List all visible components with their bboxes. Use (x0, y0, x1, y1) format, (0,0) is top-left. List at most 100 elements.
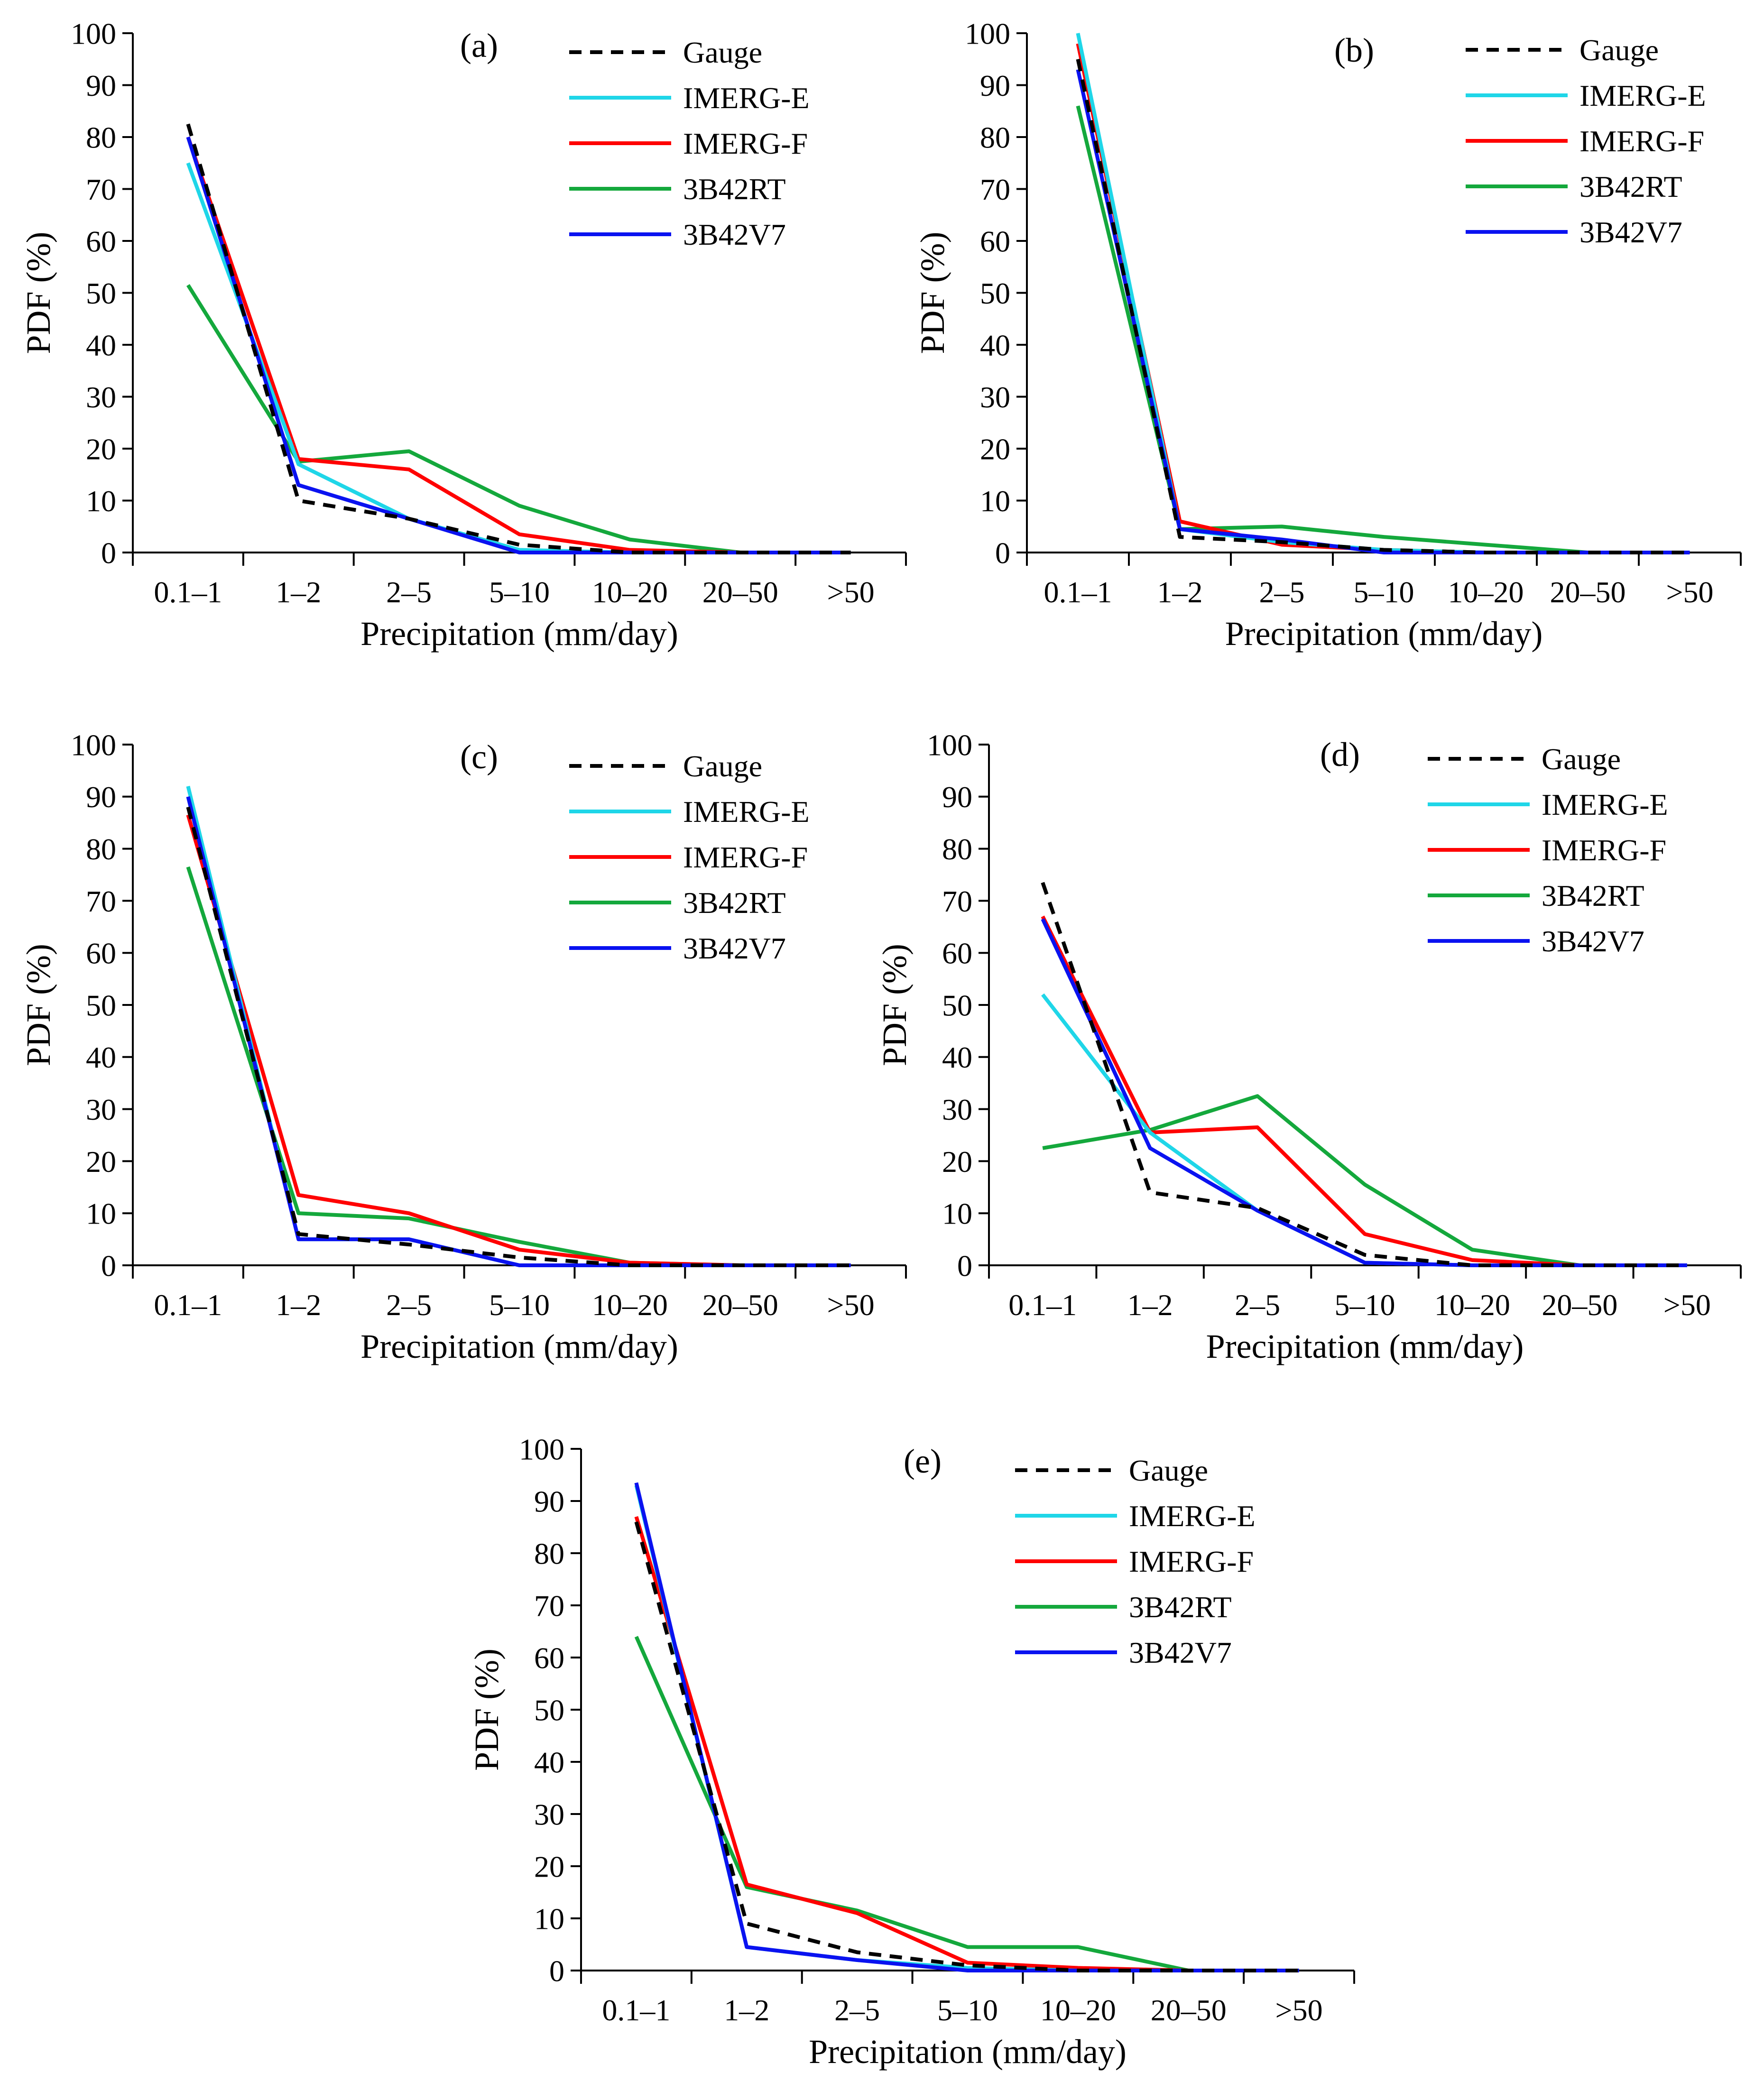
panel-label: (b) (1334, 31, 1374, 69)
x-tick-label: 5–10 (1354, 575, 1414, 609)
legend-label: IMERG-E (1579, 79, 1706, 112)
y-tick-label: 80 (980, 120, 1010, 154)
panel-label: (e) (904, 1442, 942, 1480)
series-line-gauge (1076, 58, 1690, 554)
y-tick-label: 20 (86, 432, 116, 466)
x-axis-label: Precipitation (mm/day) (360, 1327, 678, 1365)
x-tick-label: 20–50 (1151, 1993, 1227, 2027)
legend-label: 3B42V7 (1579, 215, 1682, 249)
chart-panel-a: 0 10 20 30 40 50 60 70 80 90 100 0.1–1 1–2 2–5 5–10 10–… (19, 17, 907, 653)
x-tick-label: 5–10 (1335, 1288, 1395, 1322)
y-tick-label: 50 (86, 988, 116, 1022)
chart-panel-e: 0 10 20 30 40 50 60 70 80 90 100 0.1–1 1–2 2–5 5–10 10–… (468, 1432, 1355, 2071)
legend-label: 3B42RT (1542, 879, 1644, 912)
legend: Gauge IMERG-E IMERG-F 3B42RT 3B42V7 (569, 36, 810, 251)
legend-label: 3B42V7 (683, 218, 786, 251)
y-axis-label: PDF (%) (468, 1649, 506, 1771)
panel-label: (a) (460, 27, 498, 64)
series-line-3b42rt (186, 866, 851, 1267)
legend-label: IMERG-E (1542, 788, 1668, 821)
legend-label: Gauge (1542, 742, 1621, 776)
x-tick-label: 20–50 (702, 575, 778, 609)
x-tick-label: 2–5 (386, 575, 432, 609)
legend-label: 3B42V7 (1542, 924, 1644, 958)
x-tick-label: 2–5 (1259, 575, 1305, 609)
legend-label: IMERG-F (1579, 124, 1704, 158)
y-tick-label: 80 (86, 120, 116, 154)
legend-label: IMERG-F (1542, 833, 1666, 867)
y-tick-label: 60 (980, 224, 1010, 258)
x-tick-label: 1–2 (724, 1993, 769, 2027)
y-tick-label: 0 (957, 1249, 972, 1282)
y-tick-label: 0 (549, 1954, 564, 1988)
y-tick-label: 50 (980, 276, 1010, 310)
y-axis-label: PDF (%) (19, 231, 57, 354)
y-tick-label: 10 (980, 484, 1010, 518)
x-tick-label: >50 (827, 575, 875, 609)
x-tick-label: 1–2 (1127, 1288, 1173, 1322)
y-tick-label: 70 (942, 884, 972, 918)
legend-label: Gauge (683, 36, 762, 69)
legend-label: 3B42V7 (1129, 1636, 1232, 1669)
x-tick-label: >50 (1275, 1993, 1323, 2027)
chart-panel-c: 0 10 20 30 40 50 60 70 80 90 100 0.1–1 1–2 2–5 5–10 10–… (19, 728, 907, 1365)
x-tick-label: >50 (1663, 1288, 1711, 1322)
y-tick-label: 90 (86, 780, 116, 814)
x-tick-label: 10–20 (1434, 1288, 1510, 1322)
x-tick-label: 5–10 (489, 1288, 550, 1322)
y-tick-label: 10 (86, 484, 116, 518)
y-tick-label: 100 (965, 17, 1010, 50)
x-tick-label: 1–2 (276, 1288, 321, 1322)
legend: Gauge IMERG-E IMERG-F 3B42RT 3B42V7 (1015, 1454, 1256, 1669)
series-line-3b42v7 (1041, 918, 1687, 1267)
y-tick-label: 0 (101, 536, 116, 570)
y-tick-label: 70 (980, 173, 1010, 206)
y-tick-label: 10 (534, 1902, 564, 1935)
y-tick-label: 50 (942, 988, 972, 1022)
x-axis-label: Precipitation (mm/day) (1225, 615, 1543, 653)
x-axis-label: Precipitation (mm/day) (360, 615, 678, 653)
chart-panel-d: 0 10 20 30 40 50 60 70 80 90 100 0.1–1 1–2 2–5 5–10 10–… (876, 728, 1742, 1365)
y-tick-label: 100 (71, 17, 116, 50)
legend-label: IMERG-E (1129, 1499, 1256, 1533)
legend-label: 3B42RT (683, 886, 786, 920)
series-line-gauge (1041, 882, 1687, 1267)
panel-label: (d) (1320, 736, 1360, 774)
x-axis-label: Precipitation (mm/day) (809, 2033, 1127, 2071)
y-tick-label: 70 (534, 1589, 564, 1622)
x-tick-label: 10–20 (592, 575, 668, 609)
y-tick-label: 100 (519, 1432, 564, 1466)
y-axis-label: PDF (%) (876, 944, 914, 1066)
legend-label: Gauge (1579, 33, 1659, 67)
y-tick-label: 10 (86, 1197, 116, 1231)
y-tick-label: 90 (534, 1484, 564, 1518)
y-tick-label: 30 (534, 1797, 564, 1831)
y-tick-label: 90 (86, 69, 116, 102)
y-tick-label: 20 (534, 1850, 564, 1883)
y-tick-label: 30 (980, 380, 1010, 414)
y-tick-label: 10 (942, 1197, 972, 1231)
x-axis-label: Precipitation (mm/day) (1206, 1327, 1524, 1365)
legend-label: Gauge (1129, 1454, 1208, 1487)
y-tick-label: 40 (534, 1745, 564, 1779)
x-tick-label: 20–50 (702, 1288, 778, 1322)
x-tick-label: 0.1–1 (1044, 575, 1112, 609)
y-tick-label: 90 (942, 780, 972, 814)
y-tick-label: 70 (86, 884, 116, 918)
series-line-gauge (634, 1521, 1299, 1972)
x-tick-label: 5–10 (489, 575, 550, 609)
legend-label: IMERG-E (683, 81, 810, 115)
y-tick-label: 0 (101, 1249, 116, 1282)
y-tick-label: 60 (534, 1641, 564, 1675)
legend-label: IMERG-F (683, 840, 808, 874)
y-tick-label: 50 (86, 276, 116, 310)
x-tick-label: 2–5 (834, 1993, 880, 2027)
x-tick-label: 0.1–1 (154, 1288, 222, 1322)
legend-label: 3B42RT (1579, 170, 1682, 203)
legend-label: 3B42RT (683, 172, 786, 206)
y-tick-label: 40 (86, 1041, 116, 1074)
y-tick-label: 20 (86, 1145, 116, 1179)
x-tick-label: 0.1–1 (154, 575, 222, 609)
series-line-3b42rt (634, 1636, 1299, 1972)
x-tick-label: 5–10 (937, 1993, 998, 2027)
